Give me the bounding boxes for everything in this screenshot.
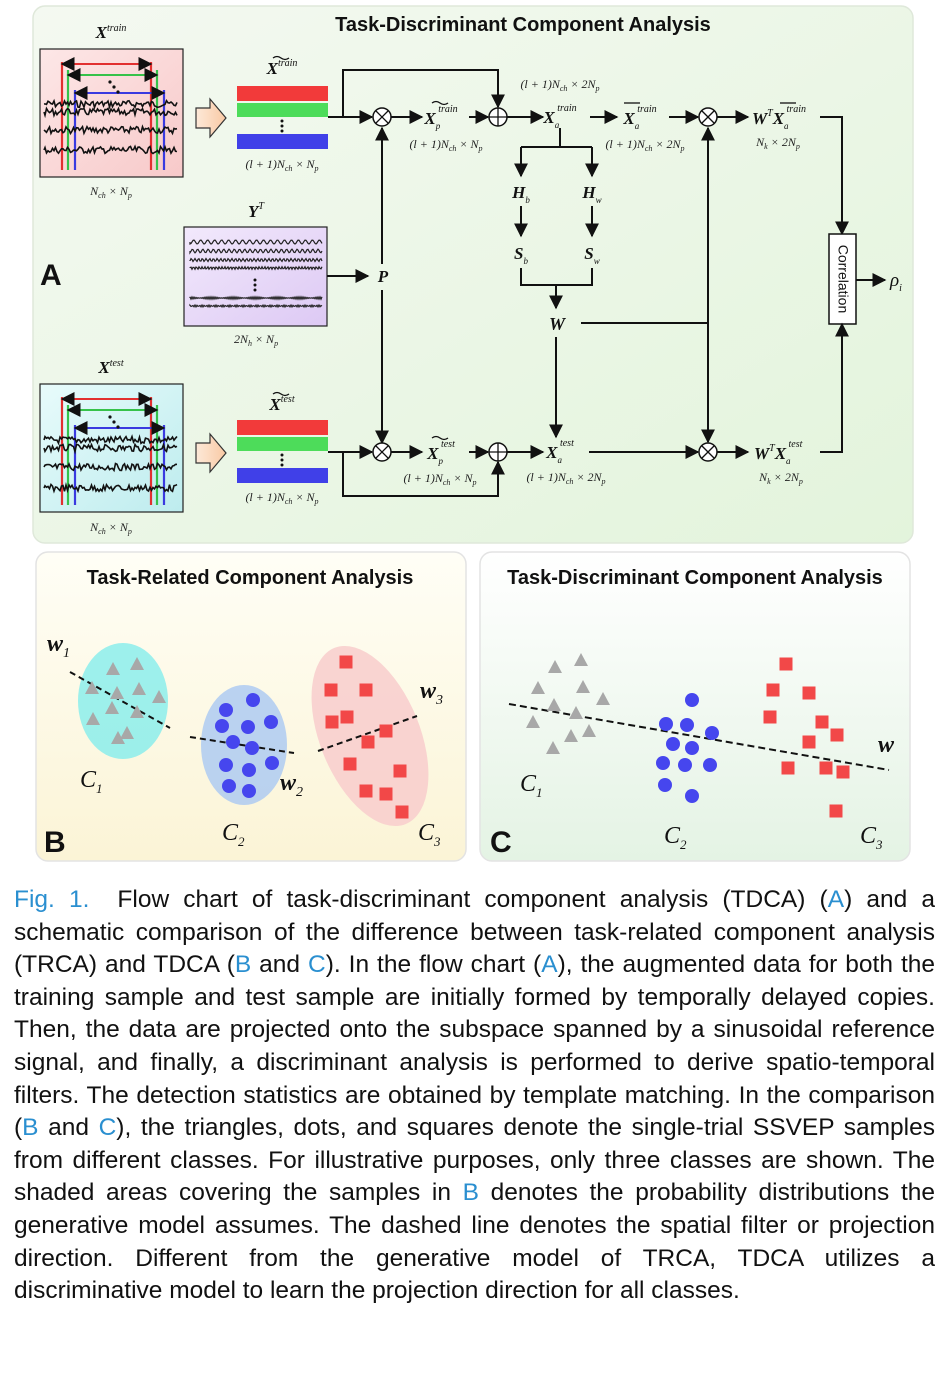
x-test-dim: Nch × Np — [89, 520, 132, 536]
square-marker — [380, 788, 393, 801]
concat-node-train — [489, 108, 507, 126]
square-marker — [341, 711, 354, 724]
dot-marker — [659, 717, 673, 731]
square-marker — [780, 658, 793, 671]
dot-marker — [678, 758, 692, 772]
multiply-node-w-test — [699, 443, 717, 461]
square-marker — [362, 736, 375, 749]
dot-marker — [265, 756, 279, 770]
caption-text-6: and — [39, 1114, 99, 1141]
square-marker — [326, 716, 339, 729]
x-train-dim: Nch × Np — [89, 184, 132, 200]
dot-marker — [215, 719, 229, 733]
caption-text-1: Flow chart of task-discriminant componen… — [117, 886, 827, 913]
dot-marker — [705, 726, 719, 740]
caption-ref-a1[interactable]: A — [828, 886, 844, 913]
x-train-signal-box — [40, 49, 183, 177]
square-marker — [820, 762, 833, 775]
x-test-signal-box — [40, 384, 183, 512]
caption-ref-b1[interactable]: B — [235, 951, 251, 978]
square-marker — [764, 711, 777, 724]
dot-marker — [219, 758, 233, 772]
panel-b: Task-Related Component Analysis B w1 w2 … — [36, 552, 466, 861]
square-marker — [767, 684, 780, 697]
panel-c-background — [480, 552, 910, 861]
caption-ref-c2[interactable]: C — [99, 1114, 117, 1141]
panel-b-title: Task-Related Component Analysis — [87, 567, 414, 589]
concat-node-test — [489, 443, 507, 461]
x-tilde-test-dim: (l + 1)Nch × Np — [245, 490, 318, 506]
panel-b-letter: B — [44, 826, 66, 859]
caption-text-3: and — [251, 951, 308, 978]
square-marker — [396, 806, 409, 819]
dot-marker — [264, 715, 278, 729]
panel-c-title: Task-Discriminant Component Analysis — [507, 567, 883, 589]
multiply-node-train — [373, 108, 391, 126]
dot-marker — [242, 763, 256, 777]
wt-xa-test-dim: Nk × 2Np — [758, 470, 803, 486]
dot-marker — [685, 741, 699, 755]
caption-fig-label: Fig. 1. — [14, 886, 89, 913]
caption-ref-b3[interactable]: B — [463, 1179, 479, 1206]
dot-marker — [658, 778, 672, 792]
square-marker — [816, 716, 829, 729]
figure-1: Task-Discriminant Component Analysis A X… — [0, 0, 949, 870]
y-t-dim: 2Nh × Np — [234, 332, 278, 348]
xp-train-dim: (l + 1)Nch × Np — [409, 137, 482, 153]
caption-ref-c1[interactable]: C — [308, 951, 326, 978]
dot-marker — [226, 735, 240, 749]
square-marker — [380, 725, 393, 738]
square-marker — [340, 656, 353, 669]
panel-c: Task-Discriminant Component Analysis C w… — [480, 552, 910, 861]
square-marker — [344, 758, 357, 771]
square-marker — [803, 687, 816, 700]
dot-marker — [241, 720, 255, 734]
dot-marker — [219, 703, 233, 717]
dot-marker — [680, 718, 694, 732]
dot-marker — [245, 741, 259, 755]
wt-xa-train-dim: Nk × 2Np — [755, 135, 800, 151]
dot-marker — [685, 693, 699, 707]
square-marker — [360, 785, 373, 798]
caption-text-4: ). In the flow chart ( — [326, 951, 542, 978]
x-tilde-train-dim: (l + 1)Nch × Np — [245, 157, 318, 173]
dot-marker — [242, 784, 256, 798]
square-marker — [831, 729, 844, 742]
dot-marker — [666, 737, 680, 751]
square-marker — [837, 766, 850, 779]
panel-c-letter: C — [490, 826, 512, 859]
square-marker — [830, 805, 843, 818]
w-label: w — [878, 732, 895, 758]
dot-marker — [222, 779, 236, 793]
dot-marker — [685, 789, 699, 803]
panel-a: Task-Discriminant Component Analysis A X… — [33, 6, 913, 543]
xp-test-dim: (l + 1)Nch × Np — [403, 471, 476, 487]
panel-a-title: Task-Discriminant Component Analysis — [335, 14, 711, 36]
figure-caption: Fig. 1. Flow chart of task-discriminant c… — [14, 884, 935, 1308]
dot-marker — [656, 756, 670, 770]
w-matrix-label: W — [549, 314, 567, 334]
dot-marker — [703, 758, 717, 772]
multiply-node-test — [373, 443, 391, 461]
square-marker — [803, 736, 816, 749]
caption-text-5: ), the augmented data for both the train… — [14, 951, 935, 1141]
square-marker — [360, 684, 373, 697]
square-marker — [782, 762, 795, 775]
dot-marker — [246, 693, 260, 707]
caption-ref-a2[interactable]: A — [541, 951, 557, 978]
y-reference-signal-box — [184, 227, 327, 326]
panel-a-letter: A — [40, 259, 62, 292]
correlation-label: Correlation — [835, 245, 851, 313]
square-marker — [394, 765, 407, 778]
caption-ref-b2[interactable]: B — [22, 1114, 38, 1141]
multiply-node-w-train — [699, 108, 717, 126]
p-projection-label: P — [377, 267, 389, 286]
square-marker — [325, 684, 338, 697]
